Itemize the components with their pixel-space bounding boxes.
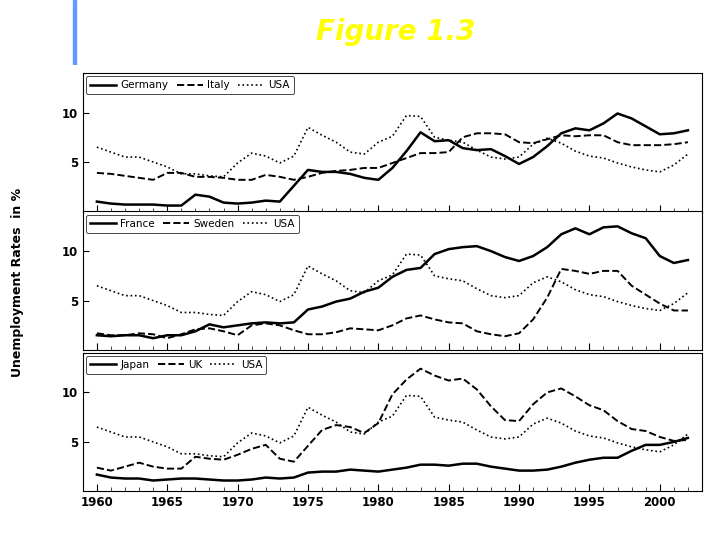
Bar bbox=[73, 0, 76, 65]
Bar bbox=[47, 3, 50, 62]
Bar bbox=[67, 3, 70, 62]
Bar bbox=[17, 3, 19, 62]
Text: Macroeconomic Theory: Macroeconomic Theory bbox=[14, 513, 152, 526]
Legend: Germany, Italy, USA: Germany, Italy, USA bbox=[86, 76, 294, 94]
Legend: Japan, UK, USA: Japan, UK, USA bbox=[86, 356, 266, 374]
Bar bbox=[6, 3, 9, 62]
Bar bbox=[42, 3, 45, 62]
Text: Prof. M. El-Sakka: Prof. M. El-Sakka bbox=[311, 513, 409, 526]
Legend: France, Sweden, USA: France, Sweden, USA bbox=[86, 214, 299, 233]
Bar bbox=[32, 3, 35, 62]
Bar bbox=[27, 3, 30, 62]
Bar bbox=[52, 3, 55, 62]
Text: Figure 1.3: Figure 1.3 bbox=[316, 18, 476, 46]
Text: Unemployment Rates  in %: Unemployment Rates in % bbox=[12, 187, 24, 377]
Bar bbox=[57, 3, 60, 62]
Text: CBA. Kuwait University: CBA. Kuwait University bbox=[571, 513, 706, 526]
Bar bbox=[37, 3, 40, 62]
Bar bbox=[62, 3, 65, 62]
Bar bbox=[1, 3, 4, 62]
Bar bbox=[12, 3, 14, 62]
Bar bbox=[22, 3, 24, 62]
